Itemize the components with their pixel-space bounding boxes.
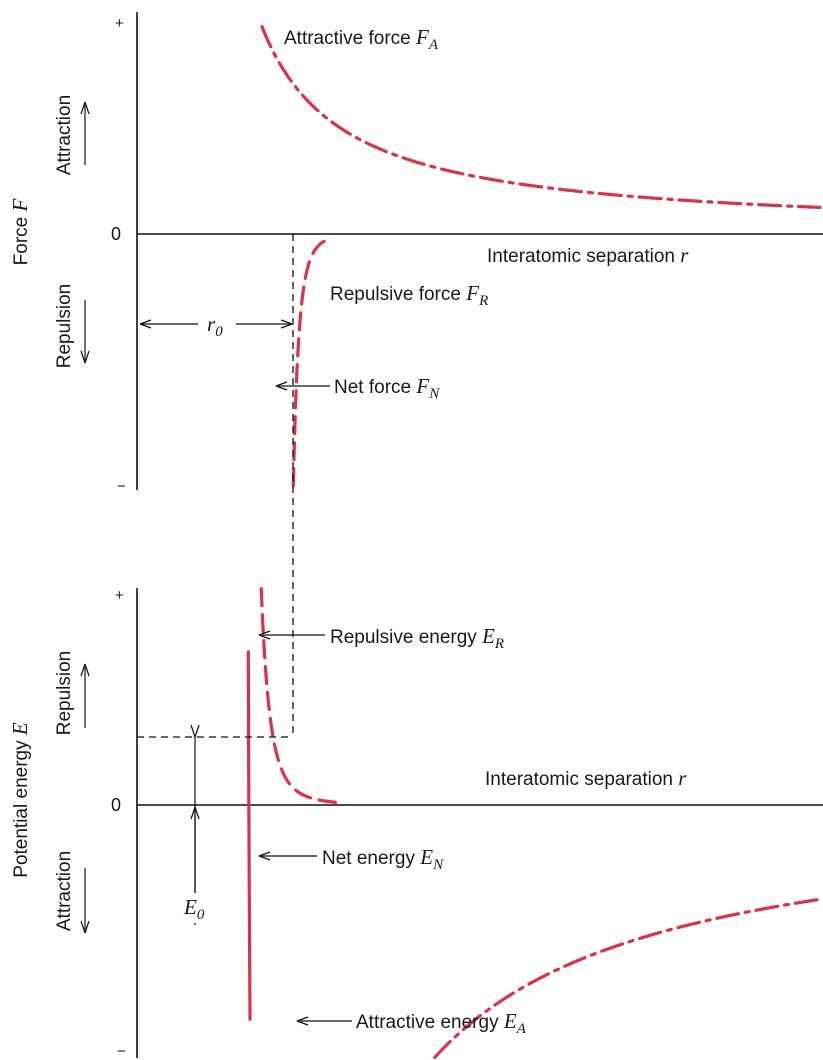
net-energy-pointer	[258, 851, 317, 861]
repulsive-energy-curve	[259, 587, 342, 805]
repulsive-energy-pointer	[258, 630, 325, 640]
force-repulsion-label: Repulsion	[54, 284, 75, 369]
repulsive-force-curve	[291, 238, 329, 488]
energy-attraction-label: Attraction	[54, 851, 75, 931]
r0-marker	[139, 319, 293, 329]
energy-attraction-arrow	[80, 868, 90, 934]
force-attraction-arrow	[80, 101, 90, 165]
energy-y-label: Potential energy E	[8, 722, 32, 878]
force-plus-tick: +	[115, 15, 124, 32]
force-minus-tick: −	[117, 478, 126, 495]
force-attraction-label: Attraction	[54, 95, 75, 175]
energy-repulsion-label: Repulsion	[54, 651, 75, 736]
e0-label-bg	[180, 893, 214, 923]
attractive-energy-curve	[433, 897, 822, 1059]
force-y-label: Force F	[8, 198, 32, 265]
net-energy-label: Net energy EN	[322, 845, 444, 873]
attractive-energy-label: Attractive energy EA	[356, 1009, 527, 1037]
net-force-pointer	[275, 381, 330, 391]
attractive-energy-pointer	[296, 1016, 352, 1026]
attractive-force-label: Attractive force FA	[284, 25, 439, 53]
attractive-force-curve	[260, 25, 822, 209]
net-force-label: Net force FN	[334, 374, 440, 402]
force-repulsion-arrow	[80, 300, 90, 364]
repulsive-energy-label: Repulsive energy ER	[330, 624, 504, 652]
energy-minus-tick: −	[117, 1043, 126, 1060]
force-x-label: Interatomic separation r	[487, 243, 689, 267]
energy-repulsion-arrow	[80, 663, 90, 728]
repulsive-force-label: Repulsive force FR	[330, 281, 488, 309]
energy-panel: + 0 − Potential energy E Repulsion Attra…	[8, 587, 823, 1060]
energy-plus-tick: +	[115, 587, 124, 604]
force-zero-tick: 0	[111, 224, 121, 244]
e0-label: E0	[183, 895, 205, 923]
energy-zero-tick: 0	[111, 795, 121, 815]
force-panel: + 0 − Force F Attraction Repulsion Inter…	[8, 12, 823, 495]
energy-x-label: Interatomic separation r	[485, 766, 687, 790]
net-energy-curve	[246, 650, 252, 1021]
r0-label: r0	[207, 312, 223, 340]
